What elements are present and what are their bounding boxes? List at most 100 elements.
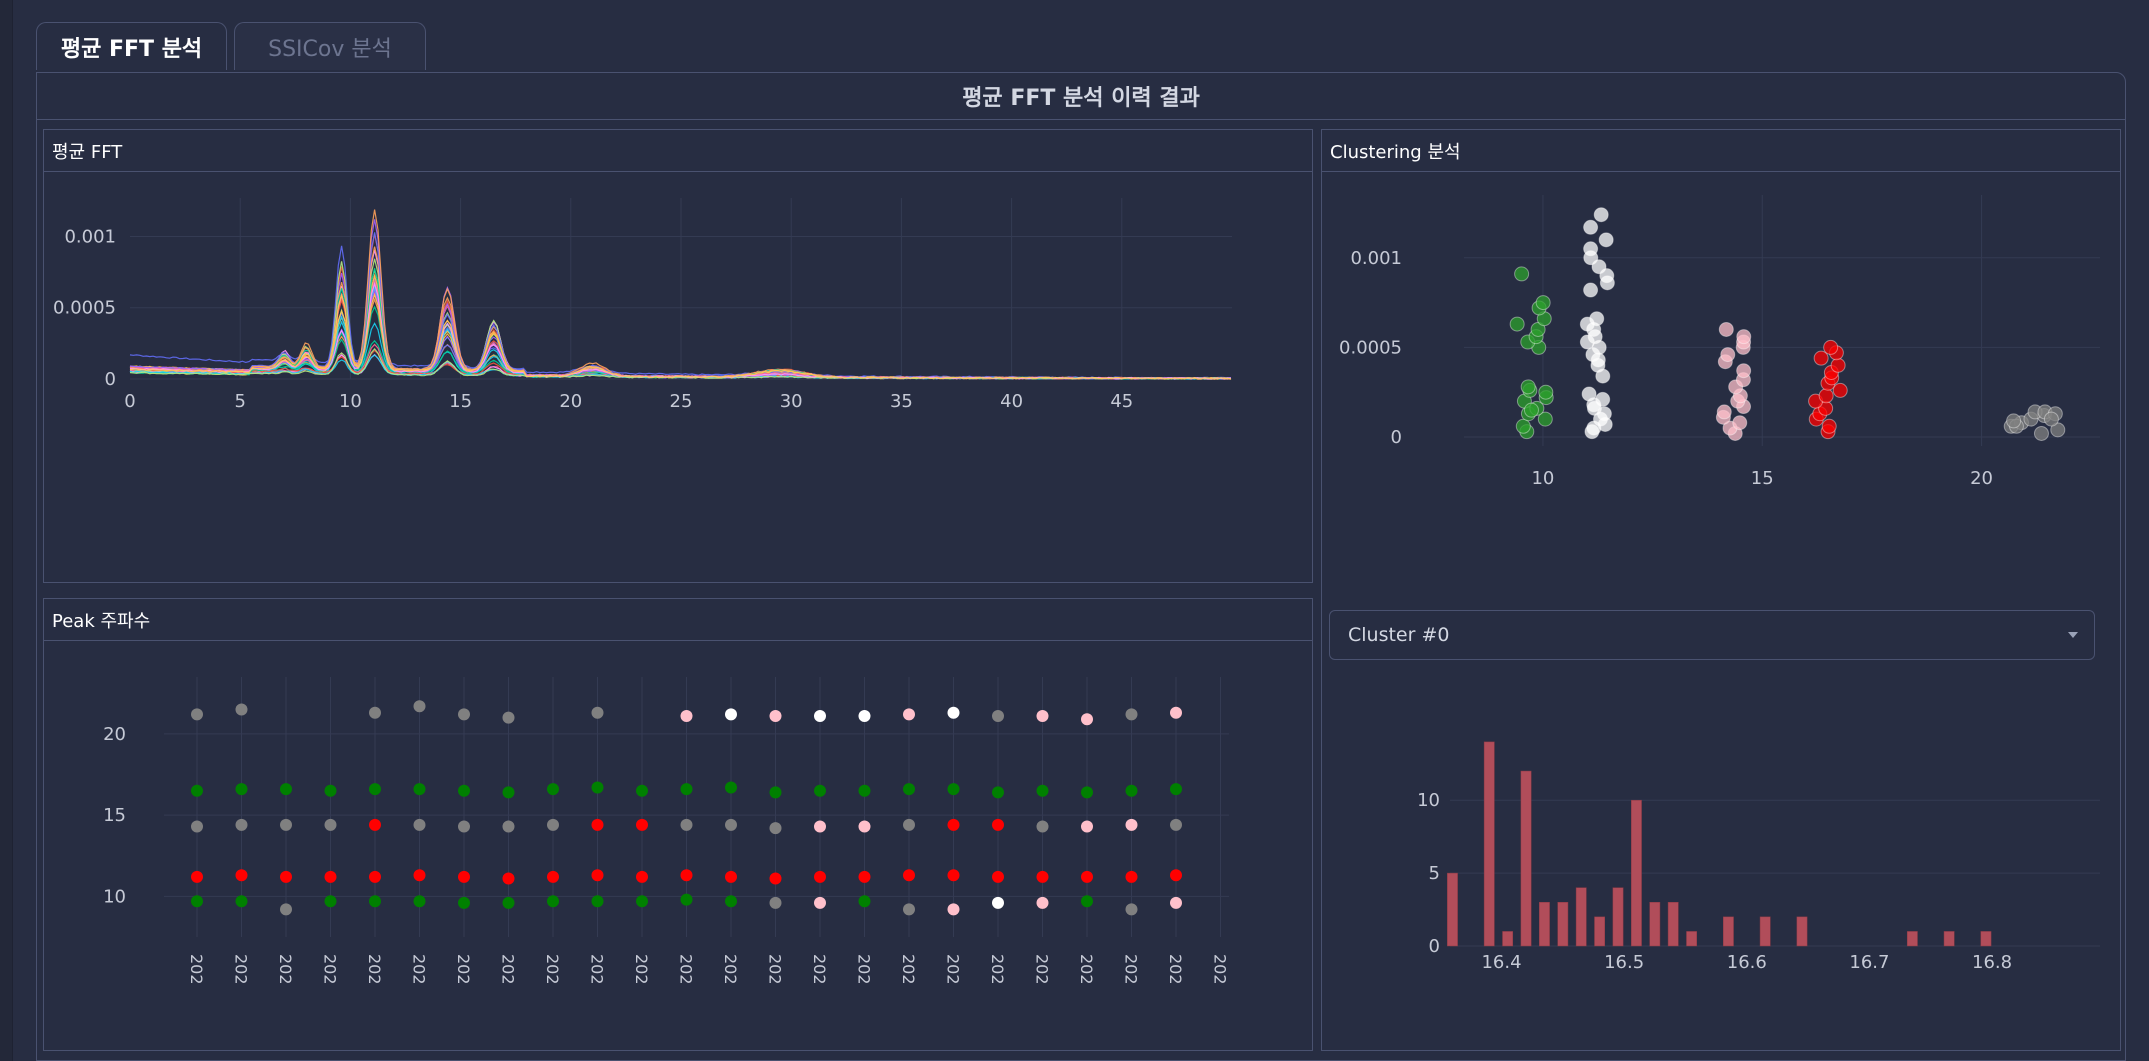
peak-point — [280, 903, 292, 916]
peak-point — [947, 869, 960, 882]
peak-point — [413, 783, 426, 796]
peak-point — [369, 818, 381, 831]
cluster-point — [1830, 357, 1846, 373]
peak-point — [769, 872, 782, 885]
peak-point — [1170, 869, 1182, 882]
x-tick-label: 202 — [1166, 954, 1185, 985]
peak-point — [191, 870, 203, 883]
fft-panel-title: 평균 FFT — [44, 130, 1312, 172]
cluster-point — [1537, 411, 1553, 427]
histogram-bar — [1649, 902, 1661, 947]
tab-ssicov[interactable]: SSICov 분석 — [234, 22, 426, 70]
peak-point — [1036, 710, 1049, 722]
x-tick-label: 202 — [410, 954, 429, 985]
clustering-panel-title: Clustering 분석 — [1322, 130, 2120, 172]
peak-point — [1081, 713, 1093, 726]
peak-point — [502, 786, 515, 799]
peak-point — [547, 818, 559, 831]
x-tick-label: 0 — [124, 391, 135, 412]
peak-point — [1036, 870, 1049, 883]
y-tick-label: 10 — [1417, 790, 1440, 811]
peak-point — [947, 783, 960, 796]
peak-point — [458, 820, 470, 833]
peak-point — [591, 706, 604, 719]
clustering-panel: Clustering 분석 10 15 20 0 0.0005 0.001 0 5 10 16.… — [1321, 129, 2121, 1051]
histogram-bar — [1502, 931, 1514, 947]
peak-panel-title: Peak 주파수 — [44, 599, 1312, 641]
peak-point — [1170, 706, 1182, 719]
x-tick-label: 15 — [449, 391, 472, 412]
histogram-bar — [1539, 902, 1550, 947]
cluster-histogram-chart[interactable]: 0 5 10 16.4 16.5 16.6 16.7 16.8 — [1322, 710, 2120, 1040]
cluster-point — [1720, 347, 1736, 363]
peak-frequency-chart[interactable]: 202 202 202 202 202 202 202 202 202 202 202 202 202 2… — [44, 642, 1312, 1051]
peak-point — [324, 895, 337, 908]
x-tick-label: 202 — [365, 954, 384, 985]
histogram-bar — [1575, 887, 1587, 947]
x-tick-label: 16.6 — [1727, 952, 1767, 973]
cluster-point — [1736, 363, 1752, 379]
x-tick-label: 15 — [1751, 468, 1774, 489]
peak-point — [903, 869, 915, 882]
peak-point — [369, 895, 381, 908]
peak-point — [814, 710, 826, 722]
x-tick-label: 202 — [899, 954, 918, 985]
peak-point — [502, 820, 515, 833]
fft-series-line — [129, 209, 1231, 380]
x-tick-label: 202 — [1077, 954, 1096, 985]
peak-point — [413, 818, 426, 831]
cluster-point — [2050, 422, 2066, 438]
y-tick-label: 0 — [1429, 936, 1440, 957]
fft-panel: 평균 FFT 0 5 10 15 20 25 30 35 40 45 0 0.0005 0.001 — [43, 129, 1313, 583]
x-tick-label: 202 — [1211, 954, 1230, 985]
peak-point — [1170, 896, 1182, 909]
peak-point — [636, 784, 648, 797]
x-tick-label: 20 — [1970, 468, 1993, 489]
x-tick-label: 16.8 — [1972, 952, 2012, 973]
fft-chart[interactable]: 0 5 10 15 20 25 30 35 40 45 0 0.0005 0.001 — [44, 173, 1312, 583]
x-tick-label: 25 — [670, 391, 693, 412]
cluster-point — [1813, 350, 1829, 366]
cluster-point — [1581, 386, 1597, 402]
histogram-bar — [1631, 799, 1642, 947]
cluster-select-value: Cluster #0 — [1348, 624, 1450, 646]
peak-point — [591, 895, 604, 908]
histogram-bar — [1557, 902, 1569, 947]
cluster-point — [1509, 316, 1525, 332]
cluster-point — [1818, 388, 1834, 404]
peak-point — [814, 820, 826, 833]
cluster-point — [1520, 379, 1536, 395]
y-tick-label: 10 — [103, 886, 126, 907]
fft-series-line — [129, 233, 1231, 380]
histogram-bar — [1483, 741, 1495, 947]
x-tick-label: 16.4 — [1481, 952, 1521, 973]
x-tick-label: 202 — [810, 954, 829, 985]
x-tick-label: 35 — [890, 391, 913, 412]
cluster-point — [2006, 413, 2022, 429]
cluster-point — [1732, 415, 1748, 431]
peak-point — [1081, 870, 1093, 883]
peak-point — [1125, 708, 1138, 721]
peak-point — [547, 783, 559, 796]
peak-point — [814, 896, 826, 909]
cluster-select[interactable]: Cluster #0 — [1329, 610, 2095, 660]
tab-avg-fft[interactable]: 평균 FFT 분석 — [36, 22, 227, 70]
x-tick-label: 30 — [780, 391, 803, 412]
peak-point — [280, 818, 292, 831]
peak-point — [591, 818, 604, 831]
peak-point — [858, 870, 871, 883]
peak-point — [1081, 786, 1093, 799]
peak-point — [858, 784, 871, 797]
peak-point — [1170, 818, 1182, 831]
peak-panel: Peak 주파수 202 202 202 202 202 202 202 202 202 202 2… — [43, 598, 1313, 1051]
x-tick-label: 202 — [543, 954, 562, 985]
x-tick-label: 202 — [721, 954, 740, 985]
cluster-point — [1598, 232, 1614, 248]
clustering-chart[interactable]: 10 15 20 0 0.0005 0.001 — [1322, 173, 2120, 593]
peak-point — [191, 708, 203, 721]
fft-series-line — [129, 261, 1232, 380]
y-tick-label: 5 — [1429, 863, 1440, 884]
peak-point — [680, 893, 693, 906]
peak-point — [458, 708, 470, 721]
peak-point — [235, 783, 248, 796]
